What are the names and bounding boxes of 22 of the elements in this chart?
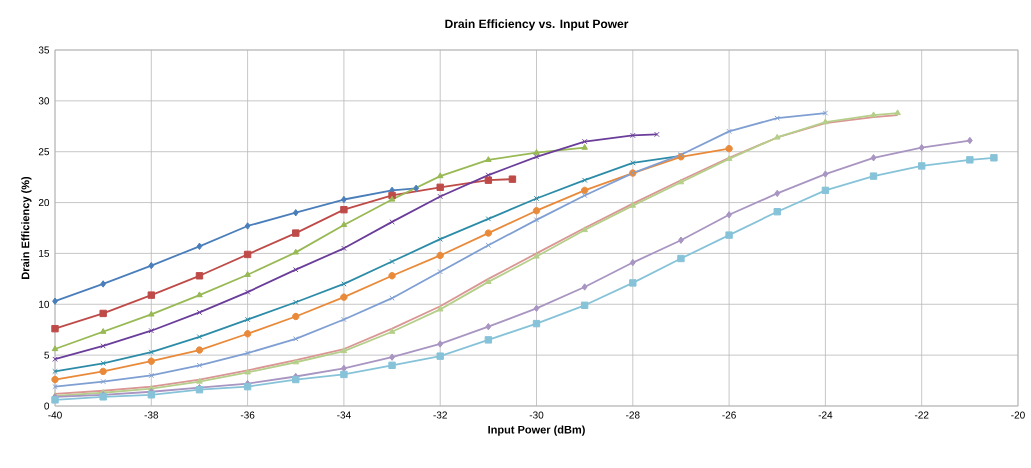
y-tick-label: 35: [38, 46, 50, 54]
x-tick-label: -30: [529, 411, 544, 419]
y-tick-label: 5: [44, 351, 50, 359]
x-tick-label: -22: [914, 411, 929, 419]
x-tick-label: -32: [433, 411, 447, 419]
y-tick-label: 30: [38, 97, 50, 105]
y-axis-title: Drain Efficiency (%): [21, 176, 32, 279]
y-tick-label: 0: [44, 402, 50, 410]
y-tick-label: 10: [39, 300, 50, 308]
x-tick-label: -38: [144, 411, 159, 419]
x-tick-label: -28: [626, 411, 640, 419]
x-tick-label: -26: [722, 411, 736, 419]
x-tick-label: -34: [337, 411, 351, 419]
y-tick-label: 25: [38, 148, 50, 156]
x-axis-title: Input Power (dBm): [488, 425, 585, 436]
x-tick-label: -20: [1011, 411, 1025, 419]
x-tick-label: -24: [818, 411, 833, 419]
y-tick-label: 20: [38, 199, 50, 207]
y-tick-label: 15: [39, 249, 50, 257]
x-tick-label: -40: [48, 411, 62, 419]
chart-title: Drain Efficiency vs. Input Power: [445, 19, 629, 31]
x-tick-label: -36: [240, 411, 255, 419]
